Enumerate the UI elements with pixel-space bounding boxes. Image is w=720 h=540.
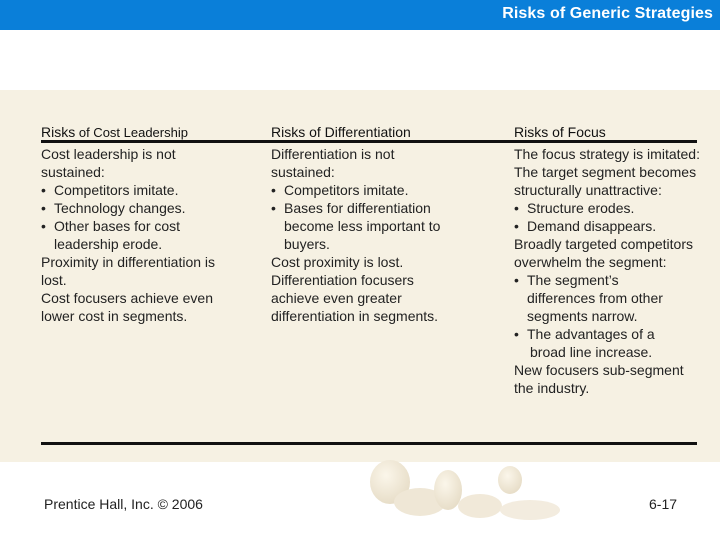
column-heading: Risks of Cost Leadership <box>41 123 241 141</box>
list-item: achieve even greater <box>271 290 402 306</box>
heading-prefix: Risks <box>41 124 76 140</box>
list-item: sustained: <box>41 164 105 180</box>
list-item: lost. <box>41 272 67 288</box>
top-rule <box>41 140 697 143</box>
list-item: Demand disappears. <box>514 217 719 235</box>
list-item: Cost focusers achieve even <box>41 290 213 306</box>
chess-pieces-image <box>370 460 560 520</box>
list-item: buyers. <box>284 236 330 252</box>
list-item: become less important to <box>284 218 441 234</box>
list-item: broad line increase. <box>530 344 653 360</box>
list-item: Differentiation focusers <box>271 272 414 288</box>
slide-title: Risks of Generic Strategies <box>502 5 713 22</box>
column-heading: Risks of Focus <box>514 124 606 140</box>
list-item: The advantages of a <box>514 325 719 343</box>
list-item: segments narrow. <box>527 308 638 324</box>
list-item: structurally unattractive: <box>514 182 662 198</box>
column-focus: Risks of Focus The focus strategy is imi… <box>514 123 719 397</box>
list-item: overwhelm the segment: <box>514 254 667 270</box>
column-heading: Risks of Differentiation <box>271 124 411 140</box>
page-number: 6-17 <box>649 496 678 512</box>
list-item: Bases for differentiation <box>271 199 471 217</box>
list-item: sustained: <box>271 164 335 180</box>
list-item: differentiation in segments. <box>271 308 439 324</box>
list-item: Broadly targeted competitors <box>514 236 693 252</box>
list-item: The focus strategy is imitated: <box>514 146 700 162</box>
list-item: lower cost in segments. <box>41 308 188 324</box>
list-item: New focusers sub-segment <box>514 362 684 378</box>
list-item: the industry. <box>514 380 590 396</box>
heading-rest: of Cost Leadership <box>75 125 188 140</box>
list-item: Proximity in differentiation is <box>41 254 216 270</box>
list-item: differences from other <box>527 290 663 306</box>
list-item: leadership erode. <box>54 236 163 252</box>
list-item: Differentiation is not <box>271 146 395 162</box>
publisher-credit: Prentice Hall, Inc. © 2006 <box>44 496 203 512</box>
list-item: Structure erodes. <box>514 199 719 217</box>
list-item: The segment’s <box>514 271 719 289</box>
title-bar: Risks of Generic Strategies <box>0 0 720 30</box>
list-item: Competitors imitate. <box>41 181 241 199</box>
bottom-rule <box>41 442 697 445</box>
column-differentiation: Risks of Differentiation Differentiation… <box>271 123 471 325</box>
list-item: Other bases for cost <box>41 217 241 235</box>
list-item: Cost leadership is not <box>41 146 176 162</box>
list-item: The target segment becomes <box>514 164 697 180</box>
list-item: Competitors imitate. <box>271 181 471 199</box>
list-item: Technology changes. <box>41 199 241 217</box>
column-cost-leadership: Risks of Cost Leadership Cost leadership… <box>41 123 241 325</box>
list-item: Cost proximity is lost. <box>271 254 404 270</box>
